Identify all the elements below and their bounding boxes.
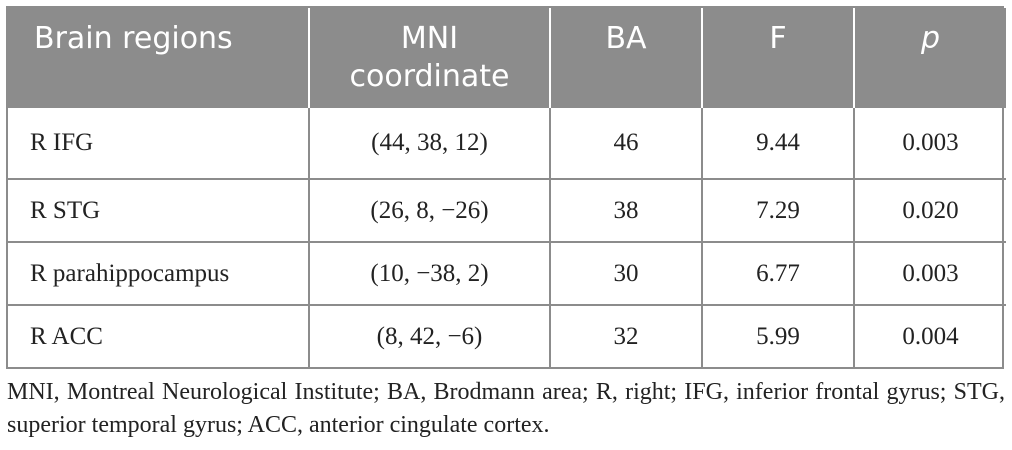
header-label: Brain regions [34,21,233,56]
cell-p: 0.020 [853,178,1006,242]
cell-coordinate: (10, −38, 2) [308,241,550,305]
header-label: p [920,21,941,56]
cell-p: 0.003 [853,108,1006,179]
cell-region: R IFG [30,129,94,156]
cell-p: 0.003 [853,241,1006,305]
cell-f: 7.29 [701,178,854,242]
header-label: F [769,21,787,56]
cell-region: R STG [8,178,309,242]
cell-ba: 46 [549,108,702,179]
cell-f: 9.44 [701,108,854,179]
table-footnote: MNI, Montreal Neurological Institute; BA… [7,379,1005,438]
table-frame: Brain regions MNI coordinate BA F [6,6,1006,369]
cell-p: 0.004 [853,304,1006,367]
results-table: Brain regions MNI coordinate BA F [8,8,1006,367]
table-row: R parahippocampus (10, −38, 2) 30 6.77 0… [8,241,1006,305]
cell-region: R parahippocampus [8,241,309,305]
cell-region: R ACC [8,304,309,367]
cell-ba: 38 [549,178,702,242]
table-row: R STG (26, 8, −26) 38 7.29 0.020 [8,178,1006,242]
header-label: MNI coordinate [310,8,549,96]
header-brain-regions: Brain regions [8,8,309,108]
cell-f: 5.99 [701,304,854,367]
table-row: R ACC (8, 42, −6) 32 5.99 0.004 [8,304,1006,367]
header-p: p [853,8,1006,108]
header-label-line2: coordinate [349,59,510,94]
header-mni-coordinate: MNI coordinate [308,8,550,108]
results-table-container: Brain regions MNI coordinate BA F [6,6,1006,369]
cell-coordinate: (8, 42, −6) [308,304,550,367]
cell-ba: 30 [549,241,702,305]
header-ba: BA [549,8,702,108]
cell-f: 6.77 [701,241,854,305]
header-label: BA [605,21,647,56]
cell-coordinate: (26, 8, −26) [308,178,550,242]
header-f: F [701,8,854,108]
table-header-row: Brain regions MNI coordinate BA F [8,8,1006,108]
cell-ba: 32 [549,304,702,367]
table-row: R IFG (44, 38, 12) 46 9.44 0.003 [8,108,1006,179]
header-label-line1: MNI [400,21,459,56]
cell-coordinate: (44, 38, 12) [308,108,550,179]
